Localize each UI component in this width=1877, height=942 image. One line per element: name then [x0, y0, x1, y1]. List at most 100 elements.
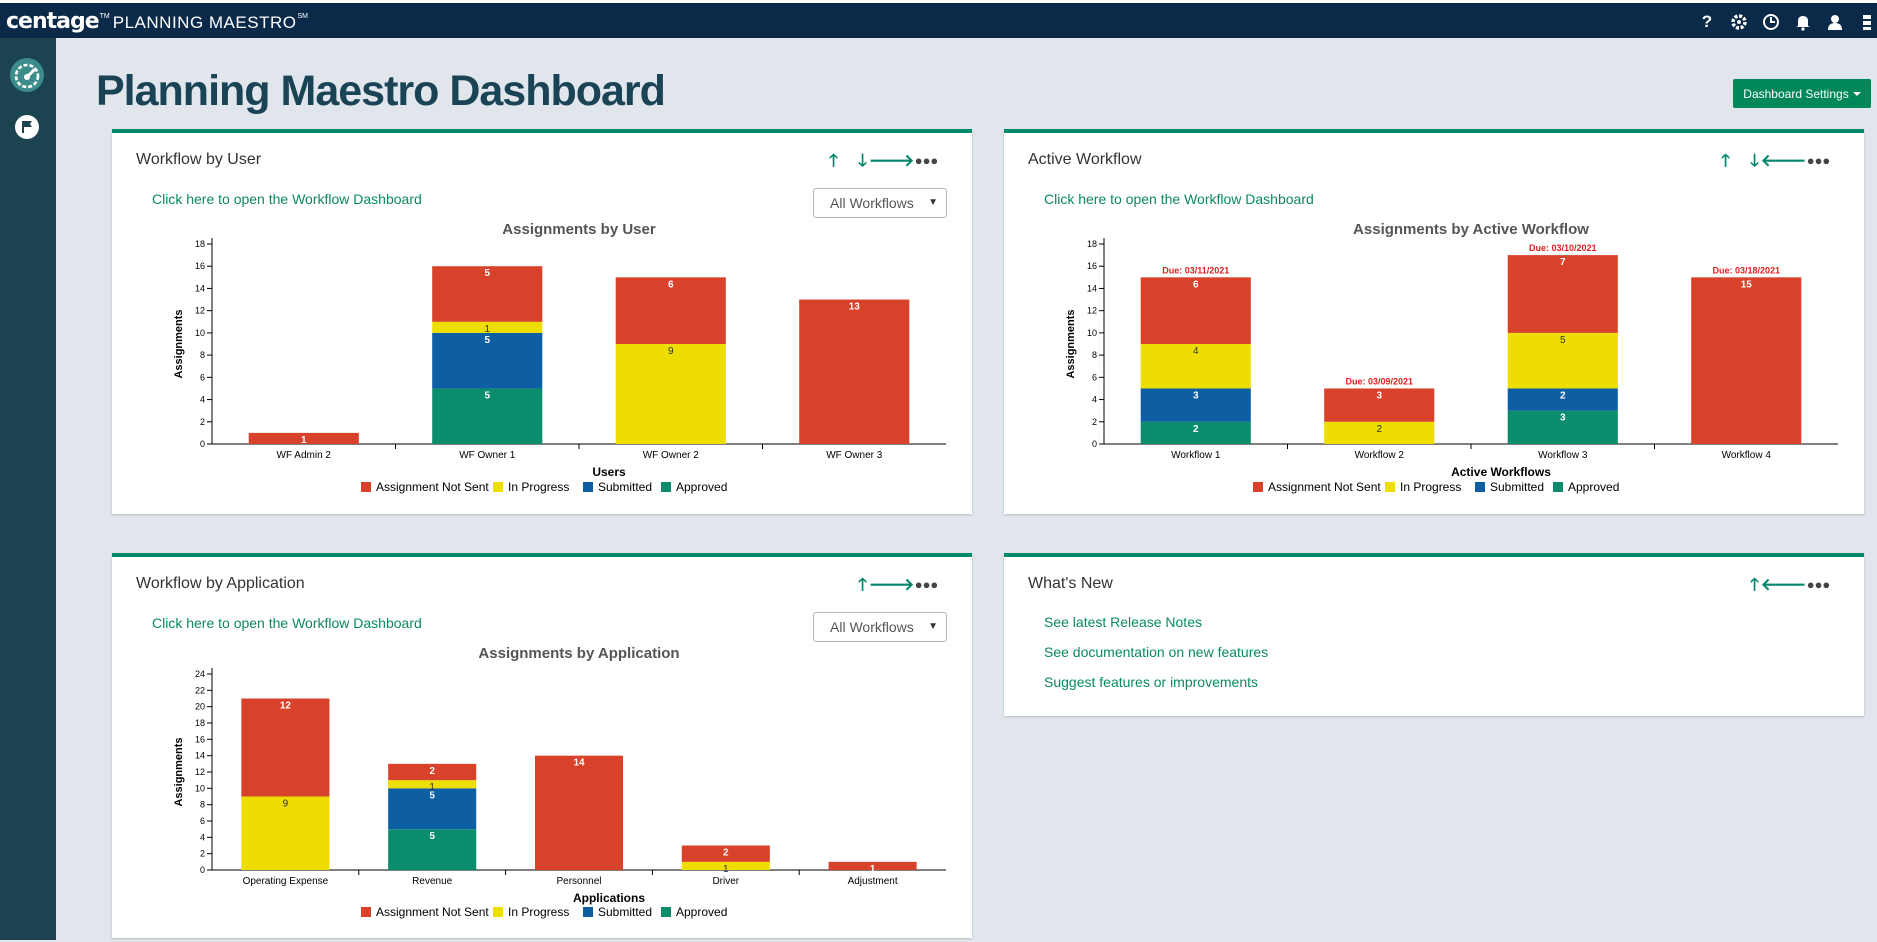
bar-data-label: 4 [1193, 346, 1199, 357]
bar-data-label: 5 [484, 335, 490, 346]
arrow-up-icon[interactable]: 🡑 [1750, 574, 1759, 594]
chart-title: Assignments by Application [478, 645, 679, 662]
legend-swatch [1253, 482, 1263, 492]
y-tick-label: 18 [195, 718, 205, 728]
chart-title: Assignments by Active Workflow [1353, 221, 1589, 238]
legend-label: Submitted [598, 480, 652, 494]
left-sidebar [0, 38, 56, 940]
due-date-annotation: Due: 03/10/2021 [1529, 243, 1597, 253]
bar-segment [1140, 344, 1251, 389]
bar-data-label: 2 [1560, 390, 1566, 401]
caret-down-icon [1852, 91, 1861, 96]
bar-segment [388, 829, 477, 870]
dashboard-settings-button[interactable]: Dashboard Settings [1733, 79, 1871, 108]
dashboard-gauge-icon[interactable] [8, 56, 46, 94]
release-notes-link[interactable]: See latest Release Notes [1044, 614, 1202, 630]
legend-label: In Progress [1400, 480, 1461, 494]
x-tick-label: Workflow 3 [1538, 450, 1588, 461]
workflow-dashboard-link[interactable]: Click here to open the Workflow Dashboar… [1044, 191, 1314, 207]
header-toolbar: ? [1697, 12, 1877, 32]
bar-segment [615, 277, 726, 344]
product-service-mark: SM [297, 13, 308, 20]
workflow-filter-select[interactable]: All Workflows ▼ [813, 188, 947, 218]
clock-icon[interactable] [1761, 12, 1781, 32]
arrow-left-icon[interactable]: 🡐 [1760, 574, 1807, 594]
x-tick-label: Revenue [412, 876, 452, 887]
bar-data-label: 7 [1560, 257, 1566, 268]
help-icon[interactable]: ? [1701, 12, 1713, 31]
bar-segment [241, 698, 330, 797]
bar-segment [1140, 277, 1251, 344]
bar-data-label: 3 [1560, 413, 1566, 424]
panel-workflow-by-application: Workflow by Application 🡑 🡒 ●●● Click he… [112, 553, 972, 938]
bar-segment [828, 861, 917, 870]
more-options-icon[interactable]: ●●● [1806, 576, 1831, 592]
bar-segment [1507, 410, 1618, 444]
more-options-icon[interactable]: ●●● [1806, 152, 1831, 168]
bar-data-label: 13 [849, 302, 861, 313]
more-options-icon[interactable]: ●●● [914, 152, 939, 168]
panel-whats-new: What's New 🡑 🡐 ●●● See latest Release No… [1004, 553, 1864, 716]
dashboard-settings-label: Dashboard Settings [1743, 86, 1849, 101]
legend-label: Assignment Not Sent [376, 905, 489, 919]
panel-workflow-by-user: Workflow by User 🡑 🡓 🡒 ●●● Click here to… [112, 129, 972, 514]
panel-title: What's New [1028, 575, 1113, 592]
legend-swatch [661, 482, 671, 492]
bar-segment [799, 299, 910, 444]
legend-swatch [583, 907, 593, 917]
bell-icon[interactable] [1793, 12, 1813, 32]
x-tick-label: Workflow 4 [1722, 450, 1772, 461]
workflow-filter-select[interactable]: All Workflows ▼ [813, 612, 947, 642]
arrow-up-icon[interactable]: 🡑 [858, 574, 867, 594]
x-tick-label: Workflow 1 [1171, 450, 1221, 461]
bar-data-label: 5 [429, 831, 435, 842]
arrow-down-icon[interactable]: 🡓 [858, 150, 867, 170]
legend-swatch [1553, 482, 1563, 492]
bar-data-label: 9 [283, 799, 289, 810]
bar-data-label: 1 [301, 435, 307, 446]
grid-icon[interactable] [1857, 12, 1877, 32]
y-tick-label: 16 [195, 734, 205, 744]
y-tick-label: 0 [200, 865, 205, 875]
brand[interactable]: centage TM PLANNING MAESTRO SM [6, 9, 311, 34]
legend-swatch [583, 482, 593, 492]
y-tick-label: 12 [195, 767, 205, 777]
bar-segment [241, 796, 330, 870]
y-tick-label: 10 [195, 783, 205, 793]
x-tick-label: WF Owner 2 [643, 450, 700, 461]
gear-icon[interactable] [1729, 12, 1749, 32]
y-tick-label: 18 [195, 239, 205, 249]
y-tick-label: 16 [1087, 261, 1097, 271]
bar-data-label: 2 [723, 848, 729, 859]
new-features-docs-link[interactable]: See documentation on new features [1044, 644, 1269, 660]
user-icon[interactable] [1825, 12, 1845, 32]
flag-icon[interactable] [8, 108, 46, 146]
arrow-up-icon[interactable]: 🡑 [1721, 150, 1730, 170]
arrow-up-icon[interactable]: 🡑 [829, 150, 838, 170]
y-tick-label: 2 [200, 417, 205, 427]
suggest-features-link[interactable]: Suggest features or improvements [1044, 674, 1258, 690]
bar-data-label: 12 [280, 701, 292, 712]
legend-swatch [661, 907, 671, 917]
bar-segment [388, 788, 477, 830]
bar-segment [534, 755, 624, 870]
y-tick-label: 12 [1087, 306, 1097, 316]
panel-toolbar: 🡑 🡓 🡒 ●●● [823, 150, 939, 170]
y-tick-label: 16 [195, 261, 205, 271]
brand-logo: centage [6, 9, 100, 34]
y-tick-label: 8 [1092, 350, 1097, 360]
x-axis-label: Users [592, 465, 626, 479]
page-title: Planning Maestro Dashboard [96, 67, 666, 115]
workflow-dashboard-link[interactable]: Click here to open the Workflow Dashboar… [152, 191, 422, 207]
bar-data-label: 2 [429, 766, 435, 777]
y-tick-label: 22 [195, 685, 205, 695]
y-tick-label: 14 [195, 283, 205, 293]
workflow-dashboard-link[interactable]: Click here to open the Workflow Dashboar… [152, 615, 422, 631]
bar-data-label: 2 [1193, 424, 1199, 435]
arrow-down-icon[interactable]: 🡓 [1750, 150, 1759, 170]
more-options-icon[interactable]: ●●● [914, 576, 939, 592]
bar-segment [432, 332, 543, 389]
workflow-filter-value: All Workflows [830, 619, 914, 635]
legend-label: In Progress [508, 905, 569, 919]
y-tick-label: 10 [1087, 328, 1097, 338]
